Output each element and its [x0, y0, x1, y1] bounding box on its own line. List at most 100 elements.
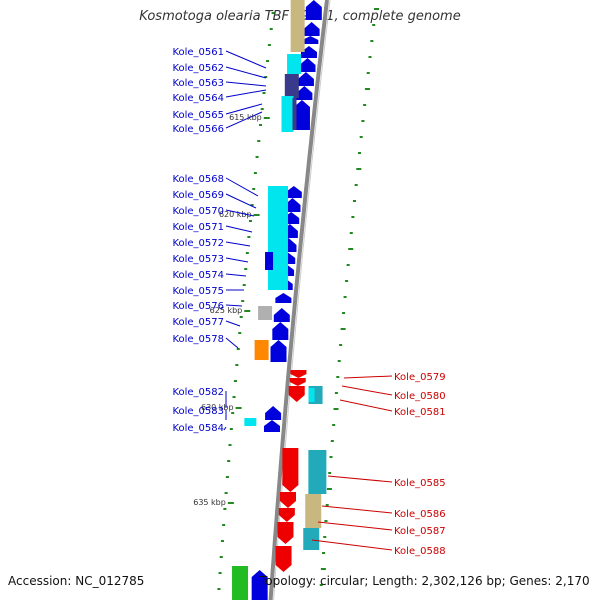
scale-tick — [372, 24, 376, 26]
gene-leader-line — [225, 257, 249, 263]
gene-leader-line — [225, 103, 263, 115]
gene-label-reverse: Kole_0581 — [394, 407, 446, 418]
scale-tick — [325, 504, 329, 506]
cds-forward-arrow — [275, 293, 292, 303]
scale-tick — [320, 568, 326, 570]
gene-label-reverse: Kole_0580 — [394, 391, 446, 402]
gene-feature-box — [287, 54, 302, 74]
gene-leader-line — [225, 273, 247, 277]
gene-leader-line — [341, 385, 393, 396]
kbp-tick — [253, 214, 260, 216]
cds-reverse-arrow — [280, 492, 296, 508]
scale-tick — [255, 156, 259, 158]
cds-forward-arrow — [296, 86, 313, 100]
scale-tick — [368, 56, 372, 58]
scale-tick — [225, 476, 229, 478]
gene-feature-box — [265, 252, 274, 270]
cds-reverse-arrow — [278, 508, 295, 522]
accession-label: Accession: NC_012785 — [8, 574, 145, 588]
cds-forward-arrow — [270, 340, 287, 362]
scale-tick — [319, 584, 323, 586]
gene-feature-box — [232, 566, 249, 600]
scale-tick — [266, 60, 270, 62]
gene-leader-line — [327, 475, 393, 483]
scale-tick — [324, 520, 328, 522]
gene-leader-line — [225, 66, 267, 79]
scale-tick — [326, 488, 332, 490]
gene-leader-line — [225, 177, 259, 197]
gene-label-reverse: Kole_0579 — [394, 372, 446, 383]
gene-label-reverse: Kole_0588 — [394, 546, 446, 557]
cds-forward-arrow — [265, 406, 282, 420]
gene-label-forward: Kole_0572 — [172, 238, 224, 249]
scale-tick — [233, 380, 237, 382]
scale-tick — [271, 12, 275, 14]
cds-forward-arrow — [303, 22, 320, 36]
scale-tick — [252, 188, 256, 190]
cds-forward-arrow — [273, 308, 290, 322]
scale-tick — [332, 424, 336, 426]
gene-label-forward: Kole_0574 — [172, 270, 224, 281]
scale-tick — [322, 552, 326, 554]
scale-tick — [364, 88, 370, 90]
gene-leader-line — [225, 337, 239, 349]
gene-leader-line — [321, 505, 393, 514]
scale-tick — [257, 140, 261, 142]
scale-tick — [239, 316, 243, 318]
scale-tick — [222, 524, 226, 526]
gene-label-forward: Kole_0565 — [172, 110, 224, 121]
gene-feature-box — [305, 494, 322, 528]
scale-tick — [348, 248, 354, 250]
scale-tick — [345, 280, 349, 282]
gene-label-forward: Kole_0564 — [172, 93, 224, 104]
gene-label-reverse: Kole_0586 — [394, 509, 446, 520]
cds-forward-arrow — [297, 72, 314, 86]
scale-tick — [334, 392, 338, 394]
gene-label-forward: Kole_0569 — [172, 190, 224, 201]
gene-feature-box — [254, 340, 269, 360]
scale-tick — [242, 284, 246, 286]
gene-label-forward: Kole_0562 — [172, 63, 224, 74]
genome-backbone — [268, 0, 329, 600]
scale-tick — [218, 572, 222, 574]
scale-tick — [328, 472, 332, 474]
gene-leader-line — [225, 89, 267, 98]
scale-tick — [258, 124, 262, 126]
gene-leader-line — [223, 426, 227, 431]
gene-label-reverse: Kole_0587 — [394, 526, 446, 537]
scale-tick — [253, 172, 257, 174]
gene-leader-line — [311, 539, 393, 551]
gene-label-forward: Kole_0583 — [172, 406, 224, 417]
gene-feature-box — [292, 98, 297, 130]
gene-leader-line — [317, 521, 393, 531]
scale-tick — [248, 220, 252, 222]
scale-tick — [250, 204, 254, 206]
scale-tick — [351, 216, 355, 218]
gene-label-forward: Kole_0576 — [172, 301, 224, 312]
scale-tick — [330, 440, 334, 442]
scale-tick — [236, 348, 240, 350]
kbp-tick — [235, 407, 242, 409]
gene-label-forward: Kole_0575 — [172, 286, 224, 297]
gene-feature-box — [258, 306, 273, 320]
gene-feature-box — [284, 74, 299, 98]
cds-forward-arrow — [285, 186, 302, 198]
gene-label-forward: Kole_0578 — [172, 334, 224, 345]
gene-leader-line — [225, 225, 253, 233]
cds-forward-arrow — [251, 570, 268, 600]
gene-leader-line — [225, 111, 263, 129]
scale-tick — [235, 364, 239, 366]
scale-tick — [363, 104, 367, 106]
kbp-label: 635 kbp — [193, 498, 226, 507]
scale-tick — [220, 540, 224, 542]
scale-tick — [232, 396, 236, 398]
scale-tick — [357, 152, 361, 154]
gene-leader-line — [339, 399, 393, 412]
kbp-label: 630 kbp — [201, 403, 234, 412]
scale-tick — [346, 264, 350, 266]
scale-tick — [231, 412, 235, 414]
gene-feature-box — [308, 388, 315, 402]
scale-tick — [359, 136, 363, 138]
kbp-tick — [227, 502, 234, 504]
